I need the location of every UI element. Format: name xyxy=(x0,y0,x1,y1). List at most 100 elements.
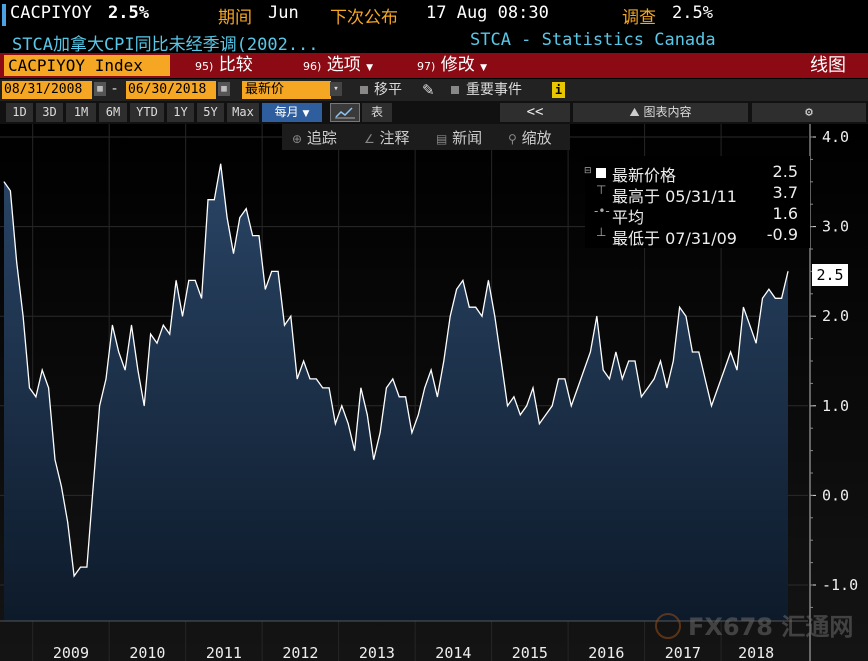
data-point xyxy=(557,378,560,380)
collapse-button[interactable]: << xyxy=(500,103,570,122)
survey-value: 2.5% xyxy=(672,3,713,23)
period-6m-button[interactable]: 6M xyxy=(99,103,127,122)
latest-value: 2.5% xyxy=(108,3,149,23)
data-point xyxy=(768,288,770,290)
next-release-value: 17 Aug 08:30 xyxy=(426,3,549,23)
start-date-input[interactable]: 08/31/2008 xyxy=(2,81,92,99)
x-tick-label: 2018 xyxy=(738,644,774,661)
frequency-caret-icon: ▼ xyxy=(302,109,310,119)
data-point xyxy=(169,333,171,335)
data-point xyxy=(538,423,541,425)
data-point xyxy=(334,423,337,425)
pencil-icon[interactable]: ✎ xyxy=(422,81,435,99)
data-point xyxy=(564,378,566,380)
data-point xyxy=(73,575,75,577)
field-select[interactable]: 最新价 xyxy=(242,81,331,99)
period-5y-button[interactable]: 5Y xyxy=(197,103,224,122)
data-point xyxy=(640,396,642,398)
data-point xyxy=(213,199,215,201)
data-point xyxy=(647,387,649,389)
track-label: 追踪 xyxy=(306,129,337,147)
series-area xyxy=(4,163,788,621)
crosshair-icon: ⊕ xyxy=(292,132,303,146)
settings-button[interactable]: ⚙ xyxy=(752,103,866,122)
info-icon[interactable]: i xyxy=(552,82,565,98)
data-point xyxy=(730,351,732,353)
data-point xyxy=(774,297,776,299)
data-point xyxy=(111,324,113,326)
period-1d-button[interactable]: 1D xyxy=(6,103,33,122)
index-field[interactable] xyxy=(4,55,170,76)
data-point xyxy=(245,208,247,210)
zoom-label: 缩放 xyxy=(521,129,552,147)
period-3d-button[interactable]: 3D xyxy=(36,103,63,122)
data-point xyxy=(589,351,592,353)
line-chart-button[interactable] xyxy=(330,103,360,122)
end-calendar-icon[interactable]: ▦ xyxy=(218,82,230,96)
data-point xyxy=(137,369,139,371)
survey-label: 调查 xyxy=(622,8,656,28)
x-tick-label: 2010 xyxy=(129,644,165,661)
data-point xyxy=(48,387,50,389)
moving-average-checkbox[interactable] xyxy=(360,86,368,94)
data-point xyxy=(570,405,572,407)
data-point xyxy=(424,387,426,389)
period-1y-button[interactable]: 1Y xyxy=(167,103,194,122)
track-tool[interactable]: ⊕ 追踪 xyxy=(292,127,337,148)
compare-number: 95) xyxy=(195,60,214,73)
data-point xyxy=(583,369,585,371)
legend-high-value: 3.7 xyxy=(772,183,798,202)
data-point xyxy=(781,297,783,299)
annotate-label: 注释 xyxy=(379,129,410,147)
period-max-button[interactable]: Max xyxy=(227,103,259,122)
data-point xyxy=(628,360,630,362)
field-dropdown-icon[interactable]: ▾ xyxy=(330,82,342,96)
data-point xyxy=(360,387,362,389)
end-date-input[interactable]: 06/30/2018 xyxy=(126,81,216,99)
data-point xyxy=(302,360,305,362)
zoom-icon: ⚲ xyxy=(508,132,517,146)
data-point xyxy=(430,369,432,371)
chart-type-label[interactable]: 线图 xyxy=(810,55,846,76)
annotate-tool[interactable]: ∠ 注释 xyxy=(364,127,410,148)
data-point xyxy=(181,315,184,317)
y-tick-label: 2.0 xyxy=(822,307,849,325)
data-point xyxy=(105,378,107,380)
data-point xyxy=(3,181,5,183)
data-point xyxy=(188,279,190,281)
data-point xyxy=(787,270,789,272)
table-view-button[interactable]: 表 xyxy=(362,103,392,122)
data-point xyxy=(220,163,222,165)
data-point xyxy=(443,360,445,362)
legend-collapse-icon[interactable]: ⊟ xyxy=(584,166,592,176)
data-point xyxy=(494,315,496,317)
period-ytd-button[interactable]: YTD xyxy=(130,103,164,122)
data-point xyxy=(175,279,177,281)
data-point xyxy=(60,485,62,488)
modify-caret-icon: ▼ xyxy=(480,63,488,73)
data-point xyxy=(475,306,477,308)
legend-high-label: 最高于 05/31/11 xyxy=(612,187,737,206)
modify-button[interactable]: 97) 修改 ▼ xyxy=(417,54,487,80)
legend-swatch-icon xyxy=(596,168,606,178)
compare-button[interactable]: 95) 比较 xyxy=(195,54,253,78)
chart-content-button[interactable]: ⛰ 图表内容 xyxy=(573,103,748,122)
start-calendar-icon[interactable]: ▦ xyxy=(94,82,106,96)
data-point xyxy=(577,387,579,389)
chart-area[interactable]: 4.0 3.0 2.0 1.0 0.0 -1.0 2009 2010 2011 2012 2013… xyxy=(0,124,868,661)
events-label: 重要事件 xyxy=(466,82,522,98)
data-point xyxy=(634,360,636,362)
zoom-tool[interactable]: ⚲ 缩放 xyxy=(508,127,552,148)
data-point xyxy=(271,270,273,272)
x-tick-label: 2014 xyxy=(435,644,471,661)
news-tool[interactable]: ▤ 新闻 xyxy=(436,127,482,148)
annotation-toolbar xyxy=(282,124,570,150)
frequency-select[interactable]: 每月 ▼ xyxy=(262,103,322,122)
period-1m-button[interactable]: 1M xyxy=(66,103,96,122)
options-button[interactable]: 96) 选项 ▼ xyxy=(303,54,373,80)
data-point xyxy=(455,288,458,290)
data-point xyxy=(551,405,553,407)
data-point xyxy=(519,414,521,416)
events-checkbox[interactable] xyxy=(451,86,459,94)
data-point xyxy=(328,387,330,389)
